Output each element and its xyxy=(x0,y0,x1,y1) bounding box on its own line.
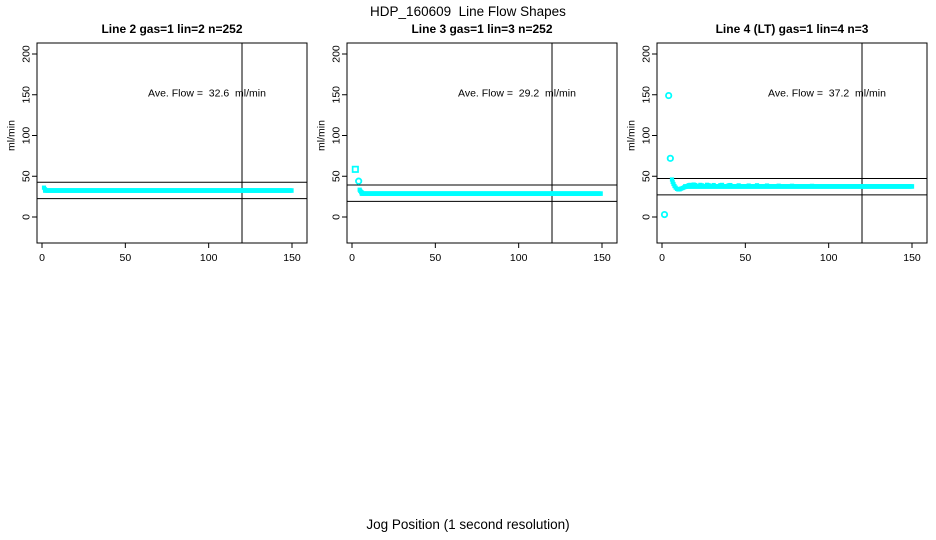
panel-1-plot: Line 2 gas=1 lin=2 n=252 0 50 100 150 200 ml/m… xyxy=(6,22,308,264)
data-point xyxy=(809,183,815,188)
x-tick-label: 0 xyxy=(39,252,45,264)
x-axis-outer-label: Jog Position (1 second resolution) xyxy=(366,517,570,532)
x-tick-label: 50 xyxy=(429,252,441,264)
plot-box xyxy=(36,42,308,244)
x-tick-label: 150 xyxy=(903,252,921,264)
panel-2-plot: Line 3 gas=1 lin=3 n=252 0 50 100 150 200 ml/m… xyxy=(316,22,618,264)
data-point xyxy=(669,177,675,182)
data-point xyxy=(736,183,741,188)
x-tick-label: 0 xyxy=(659,252,665,264)
x-tick-label: 150 xyxy=(593,252,611,264)
data-point xyxy=(789,183,795,188)
data-point xyxy=(706,183,711,188)
x-tick-label: 100 xyxy=(200,252,218,264)
data-point xyxy=(359,190,365,195)
x-tick-label: 150 xyxy=(283,252,301,264)
y-tick-label: 150 xyxy=(641,86,653,104)
data-point xyxy=(688,182,693,187)
y-tick-label: 100 xyxy=(641,127,653,145)
y-tick-label: 100 xyxy=(331,127,343,145)
y-tick-label: 200 xyxy=(331,45,343,63)
panel-title: Line 2 gas=1 lin=2 n=252 xyxy=(101,22,242,36)
data-point xyxy=(754,183,760,188)
y-tick-label: 50 xyxy=(641,170,653,182)
outlier-point-square xyxy=(351,165,359,173)
y-tick-label: 0 xyxy=(21,214,33,220)
y-tick-label: 100 xyxy=(21,127,33,145)
plot-box xyxy=(346,42,618,244)
data-point xyxy=(42,187,48,192)
plot-box xyxy=(656,42,928,244)
data-point xyxy=(683,184,688,189)
y-tick-label: 200 xyxy=(21,45,33,63)
data-point xyxy=(728,182,733,188)
outlier-point-circle xyxy=(355,177,363,185)
outlier-point-circle xyxy=(666,154,674,162)
y-tick-label: 50 xyxy=(21,170,33,182)
x-tick-label: 50 xyxy=(739,252,751,264)
data-band-marker xyxy=(598,191,603,196)
ave-flow-annotation: Ave. Flow = 32.6 ml/min xyxy=(148,88,266,100)
data-point xyxy=(699,183,705,188)
y-axis-label: ml/min xyxy=(6,120,18,151)
panel-3-plot: Line 4 (LT) gas=1 lin=4 n=3 0 50 100 150 200 m… xyxy=(626,22,928,264)
panel-title: Line 4 (LT) gas=1 lin=4 n=3 xyxy=(716,22,869,36)
ave-flow-annotation: Ave. Flow = 29.2 ml/min xyxy=(458,88,576,100)
data-point xyxy=(693,182,698,188)
y-tick-label: 200 xyxy=(641,45,653,63)
outlier-point-circle xyxy=(660,210,669,219)
data-point xyxy=(764,183,770,188)
figure-title: HDP_160609 Line Flow Shapes xyxy=(370,4,566,19)
data-point xyxy=(711,182,716,188)
y-tick-label: 150 xyxy=(331,86,343,104)
data-band-marker xyxy=(289,188,294,193)
data-band-marker xyxy=(909,184,915,189)
y-axis-label: ml/min xyxy=(316,120,328,151)
y-tick-label: 0 xyxy=(331,214,343,220)
ave-flow-annotation: Ave. Flow = 37.2 ml/min xyxy=(768,88,886,100)
x-tick-label: 0 xyxy=(349,252,355,264)
data-point xyxy=(746,183,751,188)
y-tick-label: 50 xyxy=(331,170,343,182)
y-tick-label: 0 xyxy=(641,214,653,220)
data-point xyxy=(719,182,725,187)
x-tick-label: 100 xyxy=(510,252,528,264)
x-tick-label: 50 xyxy=(119,252,131,264)
panel-title: Line 3 gas=1 lin=3 n=252 xyxy=(411,22,552,36)
y-tick-label: 150 xyxy=(21,86,33,104)
outlier-point-circle xyxy=(665,91,673,100)
data-point xyxy=(776,183,781,188)
y-axis-label: ml/min xyxy=(626,120,638,151)
x-tick-label: 100 xyxy=(820,252,838,264)
